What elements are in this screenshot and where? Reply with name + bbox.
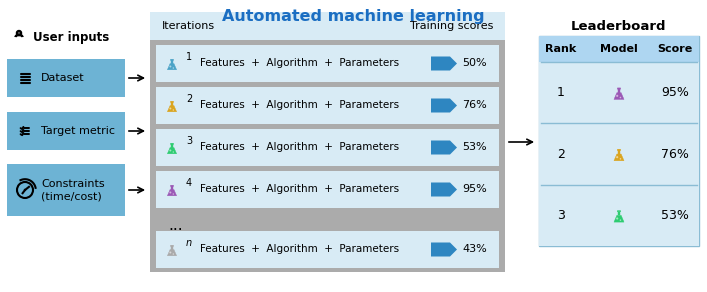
Polygon shape — [617, 211, 621, 212]
Polygon shape — [168, 64, 177, 70]
Text: 1: 1 — [557, 86, 565, 99]
Polygon shape — [168, 106, 177, 112]
Text: 1: 1 — [186, 53, 192, 62]
Text: 2: 2 — [186, 95, 192, 105]
Bar — [156, 171, 499, 208]
Bar — [156, 87, 499, 124]
Polygon shape — [617, 88, 621, 89]
Text: Features  +  Algorithm  +  Parameters: Features + Algorithm + Parameters — [200, 185, 399, 194]
Bar — [156, 45, 499, 82]
Circle shape — [173, 253, 174, 255]
Polygon shape — [170, 143, 174, 144]
Circle shape — [616, 218, 619, 220]
Text: Features  +  Algorithm  +  Parameters: Features + Algorithm + Parameters — [200, 244, 399, 255]
Polygon shape — [170, 59, 174, 60]
Polygon shape — [168, 148, 177, 154]
Polygon shape — [168, 250, 177, 256]
Polygon shape — [431, 182, 457, 197]
Circle shape — [173, 151, 174, 153]
Text: ...: ... — [168, 218, 182, 232]
Bar — [156, 129, 499, 166]
Text: 3: 3 — [557, 209, 565, 222]
Polygon shape — [614, 93, 624, 100]
Bar — [539, 62, 699, 246]
Text: Automated machine learning: Automated machine learning — [222, 9, 484, 24]
Text: Model: Model — [600, 44, 638, 54]
Polygon shape — [171, 246, 173, 250]
Text: 4: 4 — [186, 178, 192, 189]
Polygon shape — [431, 98, 457, 112]
Text: 76%: 76% — [661, 147, 689, 161]
Polygon shape — [171, 144, 173, 148]
Text: Target metric: Target metric — [41, 126, 115, 136]
Polygon shape — [618, 150, 620, 154]
Text: 95%: 95% — [462, 185, 486, 194]
Text: 76%: 76% — [462, 100, 486, 110]
Text: Score: Score — [658, 44, 693, 54]
Circle shape — [170, 251, 171, 253]
Text: 3: 3 — [186, 136, 192, 147]
Polygon shape — [171, 102, 173, 106]
Text: 53%: 53% — [462, 142, 486, 152]
Polygon shape — [171, 60, 173, 64]
Text: Dataset: Dataset — [41, 73, 85, 83]
Circle shape — [619, 219, 621, 221]
Text: n: n — [186, 239, 192, 248]
Text: 2: 2 — [557, 147, 565, 161]
Polygon shape — [168, 190, 177, 196]
Circle shape — [619, 158, 621, 160]
Circle shape — [173, 67, 174, 69]
Polygon shape — [618, 212, 620, 215]
Text: Training scores: Training scores — [410, 21, 493, 31]
Text: Iterations: Iterations — [162, 21, 215, 31]
Text: 43%: 43% — [462, 244, 486, 255]
Circle shape — [616, 95, 619, 97]
Bar — [7, 59, 125, 97]
Circle shape — [170, 65, 171, 67]
Text: Features  +  Algorithm  +  Parameters: Features + Algorithm + Parameters — [200, 100, 399, 110]
Polygon shape — [170, 185, 174, 186]
Polygon shape — [614, 215, 624, 222]
Bar — [7, 164, 125, 216]
Text: Rank: Rank — [545, 44, 577, 54]
Bar — [150, 12, 505, 272]
Polygon shape — [431, 140, 457, 154]
Polygon shape — [170, 245, 174, 246]
Text: 95%: 95% — [661, 86, 689, 99]
Polygon shape — [431, 242, 457, 256]
Text: 50%: 50% — [462, 58, 486, 69]
Polygon shape — [170, 101, 174, 102]
Circle shape — [170, 107, 171, 110]
Circle shape — [619, 97, 621, 98]
Bar — [150, 12, 505, 40]
Text: Constraints
(time/cost): Constraints (time/cost) — [41, 179, 105, 201]
Text: Features  +  Algorithm  +  Parameters: Features + Algorithm + Parameters — [200, 142, 399, 152]
Polygon shape — [171, 186, 173, 190]
Polygon shape — [617, 149, 621, 150]
Polygon shape — [614, 154, 624, 161]
Circle shape — [170, 192, 171, 194]
Polygon shape — [618, 89, 620, 93]
Circle shape — [173, 193, 174, 195]
Bar — [7, 112, 125, 150]
Circle shape — [173, 109, 174, 111]
Bar — [539, 36, 699, 246]
Bar — [156, 231, 499, 268]
Bar — [539, 36, 699, 62]
Text: User inputs: User inputs — [33, 30, 110, 44]
Polygon shape — [431, 56, 457, 70]
Text: Leaderboard: Leaderboard — [571, 20, 667, 32]
Text: Features  +  Algorithm  +  Parameters: Features + Algorithm + Parameters — [200, 58, 399, 69]
Text: 53%: 53% — [661, 209, 689, 222]
Circle shape — [170, 150, 171, 152]
Circle shape — [616, 156, 619, 158]
